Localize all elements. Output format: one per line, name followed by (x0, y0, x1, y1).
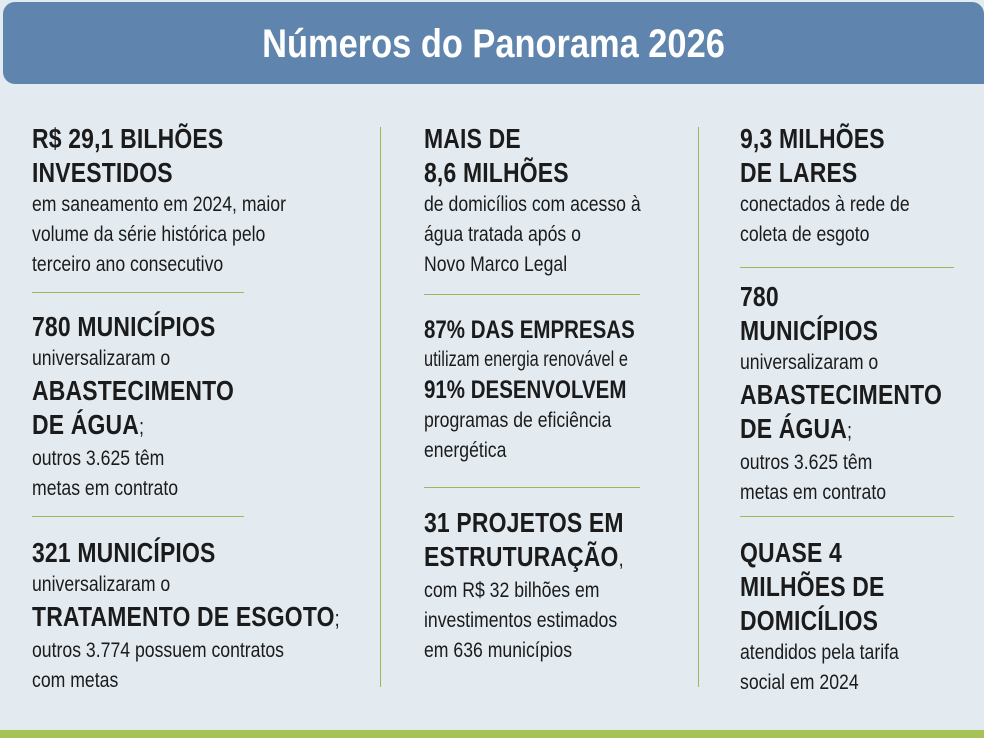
stat-text: metas em contrato (32, 477, 179, 500)
stat-text: outros 3.625 têm (740, 451, 873, 474)
stat-companies-energy: 87% DAS EMPRESAS utilizam energia renová… (424, 314, 685, 466)
section-divider (424, 294, 640, 295)
stat-headline: MAIS DE (424, 123, 521, 154)
stat-headline: DE ÁGUA; (740, 413, 853, 444)
page-title: Números do Panorama 2026 (262, 22, 725, 66)
stat-headline: QUASE 4 (740, 537, 842, 568)
bottom-accent-bar (0, 730, 984, 738)
stat-text: utilizam energia renovável e (424, 348, 628, 371)
stat-text: conectados à rede de (740, 193, 910, 216)
stat-text: de domicílios com acesso à (424, 193, 641, 216)
stat-text: outros 3.774 possuem contratos (32, 639, 285, 662)
section-divider (424, 487, 640, 488)
stat-text: universalizaram o (32, 573, 171, 596)
stat-headline: MILHÕES DE (740, 571, 885, 602)
stat-headline: INVESTIDOS (32, 157, 173, 188)
stat-text: universalizaram o (740, 351, 879, 374)
stat-text: Novo Marco Legal (424, 253, 568, 276)
stat-text: atendidos pela tarifa (740, 641, 899, 664)
section-divider (32, 516, 244, 517)
stat-households-water: MAIS DE 8,6 MILHÕES de domicílios com ac… (424, 122, 682, 280)
stat-text: outros 3.625 têm (32, 447, 165, 470)
stat-text: universalizaram o (32, 347, 171, 370)
stat-text: programas de eficiência (424, 409, 612, 432)
column-divider (698, 127, 699, 687)
stat-text: coleta de esgoto (740, 223, 870, 246)
stat-investment: R$ 29,1 BILHÕES INVESTIDOS em saneamento… (32, 122, 334, 280)
stat-text: social em 2024 (740, 671, 859, 694)
title-banner: Números do Panorama 2026 (3, 2, 984, 84)
stat-headline: ABASTECIMENTO (740, 379, 942, 410)
stat-headline: 9,3 MILHÕES (740, 123, 885, 154)
stat-homes-sewage: 9,3 MILHÕES DE LARES conectados à rede d… (740, 122, 942, 250)
stat-text: em 636 municípios (424, 639, 573, 662)
stat-headline: ABASTECIMENTO (32, 375, 234, 406)
section-divider (32, 292, 244, 293)
stat-projects: 31 PROJETOS EM ESTRUTURAÇÃO, com R$ 32 b… (424, 506, 668, 666)
stat-water-municipalities-repeat: 780 MUNICÍPIOS universalizaram o ABASTEC… (740, 280, 984, 508)
stat-headline: DE LARES (740, 157, 858, 188)
stat-headline: TRATAMENTO DE ESGOTO; (32, 601, 340, 632)
stat-headline: MUNICÍPIOS (740, 315, 879, 346)
stat-text: volume da série histórica pelo (32, 223, 266, 246)
stat-headline: 8,6 MILHÕES (424, 157, 569, 188)
stat-headline: 31 PROJETOS EM (424, 507, 624, 538)
section-divider (740, 516, 954, 517)
stat-headline: DOMICÍLIOS (740, 605, 879, 636)
stat-text: com R$ 32 bilhões em (424, 579, 600, 602)
stat-social-tariff: QUASE 4 MILHÕES DE DOMICÍLIOS atendidos … (740, 536, 929, 698)
stat-headline: 87% DAS EMPRESAS (424, 316, 635, 344)
stat-text: investimentos estimados (424, 609, 618, 632)
stat-text: metas em contrato (740, 481, 887, 504)
stat-headline: 780 (740, 281, 779, 312)
stat-text: com metas (32, 669, 119, 692)
stat-headline: R$ 29,1 BILHÕES (32, 123, 224, 154)
stat-text: em saneamento em 2024, maior (32, 193, 286, 216)
stat-text: água tratada após o (424, 223, 581, 246)
column-divider (380, 127, 381, 687)
stat-sewage-municipalities: 321 MUNICÍPIOS universalizaram o TRATAME… (32, 536, 407, 696)
stat-headline: DE ÁGUA; (32, 409, 145, 440)
stat-headline: ESTRUTURAÇÃO, (424, 541, 624, 572)
stat-text: energética (424, 439, 507, 462)
stat-headline: 780 MUNICÍPIOS (32, 311, 216, 342)
stat-text: terceiro ano consecutivo (32, 253, 224, 276)
stat-headline: 321 MUNICÍPIOS (32, 537, 216, 568)
stat-headline: 91% DESENVOLVEM (424, 376, 627, 404)
stat-water-municipalities: 780 MUNICÍPIOS universalizaram o ABASTEC… (32, 310, 278, 504)
section-divider (740, 267, 954, 268)
